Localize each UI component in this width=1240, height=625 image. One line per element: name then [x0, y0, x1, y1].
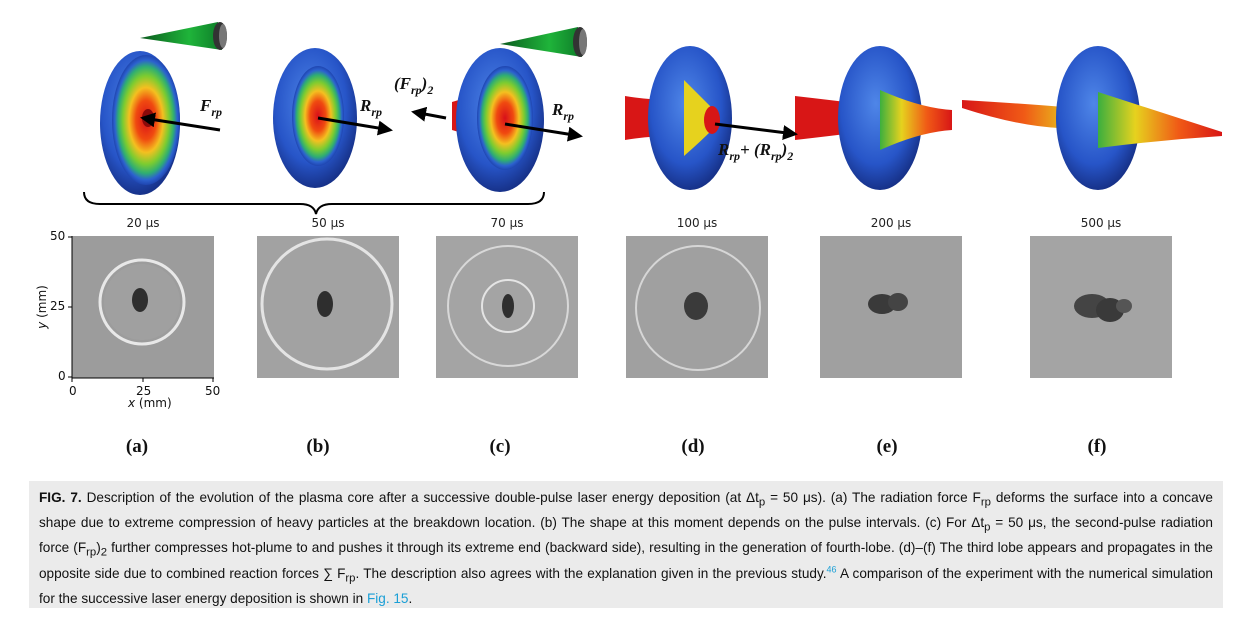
caption-subscript: p [758, 496, 766, 509]
caption-text: A comparison of the experiment with the … [39, 565, 1213, 606]
x-axis-symbol: x [128, 396, 136, 410]
grouping-brace [83, 191, 545, 215]
caption-text: further compresses hot-plume to and push… [39, 540, 1213, 581]
x-tick: 50 [205, 384, 221, 398]
plasma-shape-d [625, 46, 732, 190]
vector-subscript: 2 [427, 83, 434, 97]
vector-label-c-right: Rrp [552, 100, 575, 123]
y-tick: 50 [50, 229, 66, 243]
figure-label: FIG. 7. [39, 490, 82, 505]
plasma-evolution-illustration [83, 22, 1222, 215]
figure-caption: FIG. 7. Description of the evolution of … [29, 481, 1223, 608]
laser-cone-icon [500, 27, 587, 57]
vector-label-c-left: (Frp)2 [394, 74, 434, 97]
schlieren-image-f [1030, 236, 1172, 378]
vector-symbol: + (R [740, 140, 771, 159]
plasma-torus-c [452, 48, 544, 192]
schlieren-image-c [436, 236, 578, 378]
panel-letter: (c) [489, 436, 511, 457]
schlieren-image-d [626, 236, 768, 378]
vector-subscript: rp [371, 105, 383, 119]
vector-subscript: rp [211, 105, 223, 119]
vector-symbol: ) [421, 74, 428, 93]
x-tick: 0 [69, 384, 77, 398]
caption-text: deforms the surface into a concave shape… [39, 490, 1213, 531]
time-label: 70 μs [490, 216, 524, 230]
vector-symbol: ) [781, 140, 788, 159]
y-tick: 0 [58, 369, 66, 383]
vector-symbol: R [718, 140, 730, 159]
x-axis-unit: (mm) [135, 396, 172, 410]
x-axis-label: x (mm) [128, 396, 172, 410]
caption-subscript: p [984, 521, 991, 534]
force-arrow-c-left [411, 106, 447, 122]
laser-cone-icon [140, 22, 227, 50]
y-axis-unit: (mm) [34, 285, 49, 322]
y-axis-label: y (mm) [35, 285, 49, 329]
caption-subscript: 2 [100, 547, 108, 560]
caption-text: . [408, 590, 413, 606]
plasma-shape-f [962, 46, 1222, 190]
axes-a [68, 236, 214, 382]
caption-text: = 50 μs, the second-pulse radiation forc… [39, 515, 1213, 556]
panel-letter: (f) [1087, 436, 1107, 457]
caption-text: Description of the evolution of the plas… [81, 490, 759, 505]
force-arrow-a [140, 112, 221, 132]
caption-text: = 50 μs). (a) The radiation force F [765, 490, 981, 505]
vector-symbol: F [200, 96, 212, 115]
caption-text: . The description also agrees with the e… [355, 565, 827, 581]
time-label: 200 μs [870, 216, 912, 230]
vector-subscript: 2 [787, 149, 794, 163]
panel-letter: (a) [125, 436, 149, 457]
vector-subscript: rp [563, 109, 575, 123]
plasma-torus-b [273, 48, 357, 188]
panel-letter: (d) [681, 436, 705, 457]
caption-subscript: rp [86, 547, 97, 560]
time-label: 500 μs [1080, 216, 1122, 230]
vector-subscript: rp [729, 149, 741, 163]
y-tick: 25 [50, 299, 66, 313]
force-arrow-c-right [504, 122, 583, 142]
plasma-shape-e [795, 46, 952, 190]
vector-symbol: R [552, 100, 564, 119]
figure-7: Frp Rrp (Frp)2 Rrp Rrp+ (Rrp)2 20 μs 50 … [35, 22, 1222, 457]
x-tick: 25 [136, 384, 152, 398]
force-arrow-d [714, 122, 798, 140]
vector-label-a: Frp [200, 96, 223, 119]
time-label: 50 μs [311, 216, 345, 230]
force-arrow-b [317, 116, 393, 136]
caption-text: ) [96, 540, 101, 556]
reference-number[interactable]: 46 [826, 564, 837, 575]
time-label: 100 μs [676, 216, 718, 230]
vector-symbol: R [360, 96, 372, 115]
panel-letter: (b) [306, 436, 330, 457]
y-axis-symbol: y [34, 321, 49, 329]
vector-subscript: rp [411, 83, 422, 97]
vector-label-b: Rrp [360, 96, 383, 119]
caption-subscript: rp [345, 572, 356, 585]
panel-letter: (e) [876, 436, 898, 457]
vector-subscript: rp [770, 149, 782, 163]
caption-subscript: rp [980, 496, 991, 509]
schlieren-image-e [820, 236, 962, 378]
time-label: 20 μs [126, 216, 160, 230]
vector-label-d: Rrp+ (Rrp)2 [718, 140, 794, 163]
schlieren-image-a [72, 236, 214, 378]
figure-reference-link[interactable]: Fig. 15 [366, 590, 409, 606]
vector-symbol: (F [394, 74, 411, 93]
schlieren-image-b [257, 236, 399, 378]
